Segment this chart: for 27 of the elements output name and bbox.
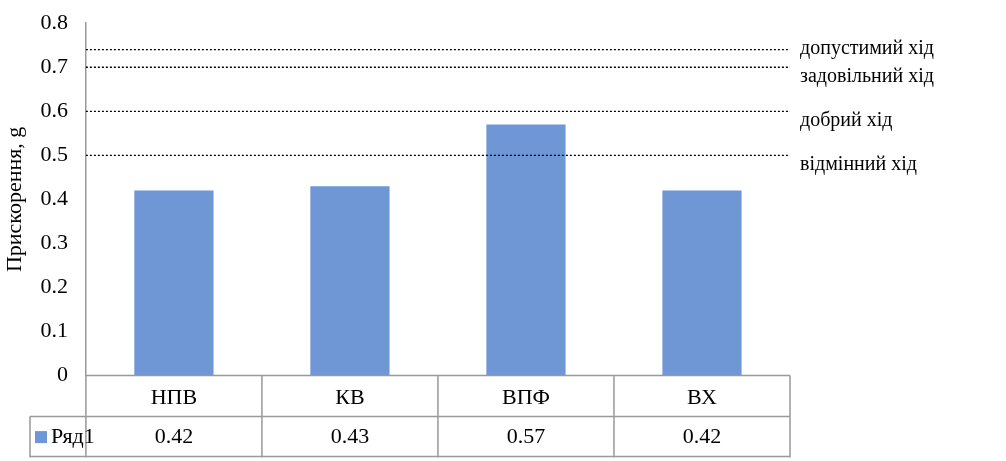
y-tick-label: 0.3 — [40, 229, 68, 255]
x-tick-label: ВПФ — [501, 383, 550, 409]
data-label: 0.42 — [682, 422, 722, 448]
y-tick-label: 0.2 — [40, 273, 68, 299]
ref-line-label: відмінний хід — [800, 151, 917, 175]
bar — [134, 190, 214, 376]
ref-line-label: допустимий хід — [800, 35, 934, 59]
y-axis-title: Прискорення, g — [0, 126, 26, 273]
legend-label: Ряд1 — [51, 422, 95, 448]
data-label: 0.42 — [154, 422, 194, 448]
bar — [486, 124, 566, 376]
y-tick-label: 0.7 — [40, 53, 68, 79]
bar — [662, 190, 742, 376]
x-tick-label: КВ — [335, 383, 365, 409]
y-tick-label: 0.1 — [40, 317, 68, 343]
x-tick-label: ВХ — [686, 383, 718, 409]
x-tick-label: НПВ — [150, 383, 198, 409]
y-tick-label: 0.8 — [40, 8, 68, 34]
y-tick-label: 0 — [56, 361, 68, 387]
data-label: 0.43 — [330, 422, 370, 448]
y-tick-label: 0.5 — [40, 141, 68, 167]
data-label: 0.57 — [506, 422, 546, 448]
y-tick-label: 0.6 — [40, 97, 68, 123]
ref-line-label: добрий хід — [800, 107, 893, 131]
bar — [310, 186, 390, 376]
ref-line-label: задовільний хід — [800, 63, 934, 87]
y-tick-label: 0.4 — [40, 185, 68, 211]
